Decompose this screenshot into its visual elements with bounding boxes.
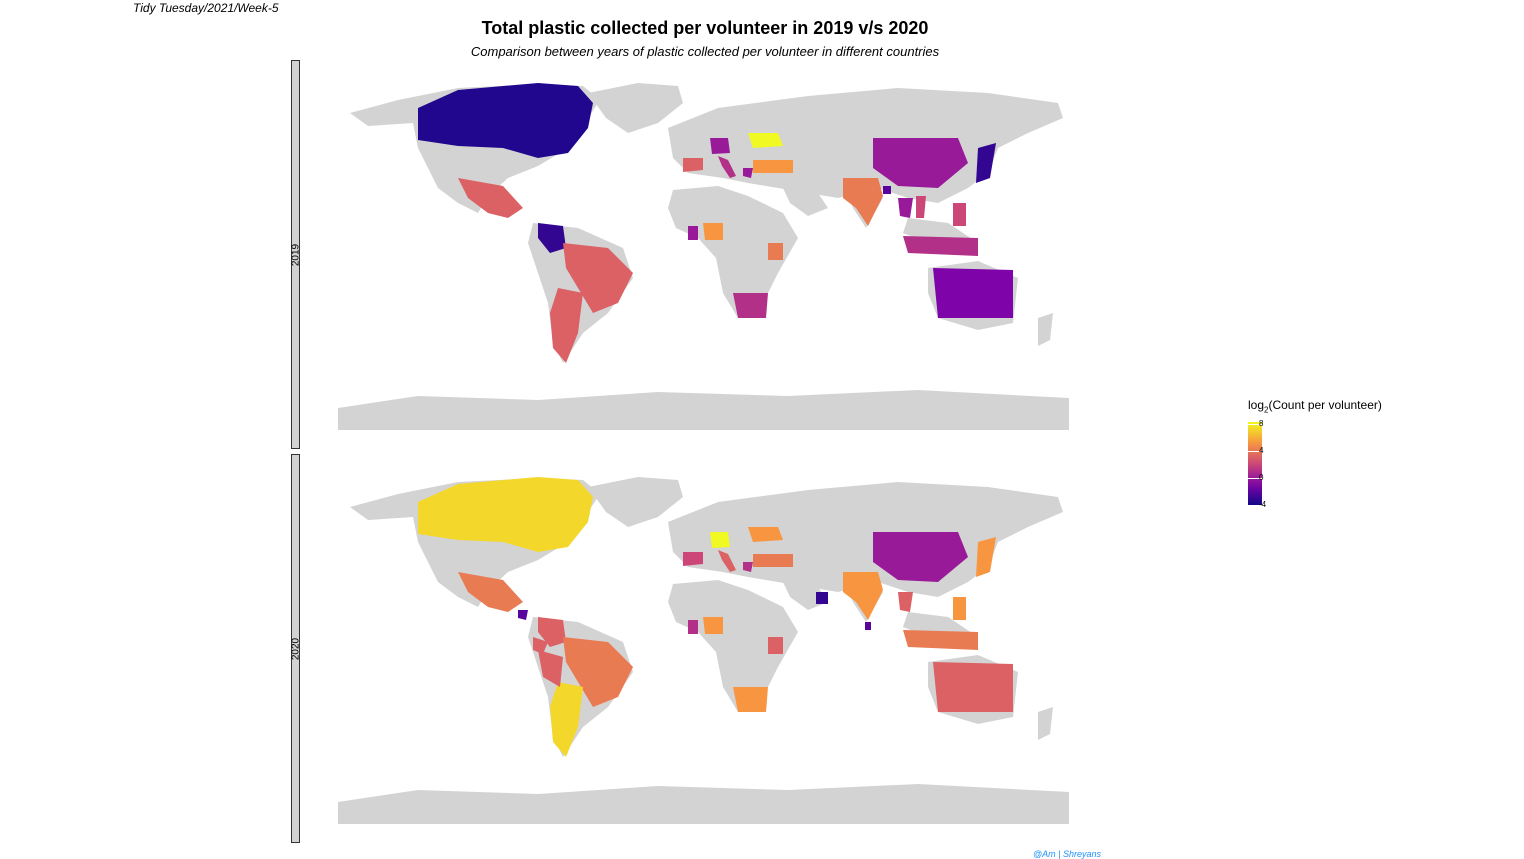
- country-philippines-2020: [953, 597, 966, 620]
- facet-strip-2020: 2020: [290, 454, 301, 843]
- credit-label: @Am | Shreyans: [1033, 849, 1101, 859]
- country-mexico-2020: [458, 572, 523, 612]
- land-mass-3: [668, 482, 1063, 597]
- land-mass-10: [338, 784, 1069, 824]
- land-mass-1: [588, 83, 683, 133]
- country-philippines-2019: [953, 203, 966, 226]
- country-peru-2020: [538, 650, 563, 687]
- country-sri-lanka-2020: [865, 622, 871, 630]
- country-brazil-2020: [563, 637, 633, 707]
- country-italy-2020: [718, 550, 736, 572]
- country-ghana-2020: [688, 620, 698, 634]
- country-italy-2019: [718, 156, 736, 178]
- land-mass-10: [338, 390, 1069, 430]
- country-oman-2020: [816, 592, 828, 604]
- legend-tick-label-8: 8: [1259, 419, 1264, 428]
- country-china-2020: [873, 532, 968, 582]
- country-india-2019: [843, 178, 883, 226]
- country-nigeria-2020: [703, 617, 723, 634]
- chart-subtitle: Comparison between years of plastic coll…: [470, 44, 940, 59]
- country-south-africa-2019: [733, 293, 768, 318]
- country-ukraine-2019: [748, 133, 783, 148]
- legend-tick-label-4: 4: [1259, 446, 1264, 455]
- country-australia-2020: [933, 662, 1013, 712]
- legend-colorbar: [1248, 422, 1262, 506]
- land-mass-9: [1038, 313, 1053, 346]
- country-ghana-2019: [688, 226, 698, 240]
- country-australia-2019: [933, 268, 1013, 318]
- land-mass-3: [668, 88, 1063, 203]
- map-panel-2020: [338, 472, 1069, 824]
- country-argentina-2020: [550, 682, 583, 757]
- country-germany-2020: [710, 532, 730, 548]
- country-vietnam-2019: [916, 196, 926, 218]
- facet-label-2019: 2019: [290, 243, 301, 266]
- country-nicaragua-2020: [518, 610, 528, 620]
- country-india-2020: [843, 572, 883, 620]
- country-ecuador-2020: [533, 637, 548, 654]
- country-germany-2019: [710, 138, 730, 154]
- legend-tick-label-minus4: -4: [1259, 500, 1267, 509]
- world-map-2019: [338, 83, 1069, 430]
- land-mass-5: [783, 188, 828, 216]
- land-mass-9: [1038, 707, 1053, 740]
- chart-title: Total plastic collected per volunteer in…: [481, 18, 929, 38]
- country-turkey-2019: [753, 160, 793, 173]
- country-canada-2019: [418, 83, 593, 158]
- country-china-2019: [873, 138, 968, 188]
- world-map-2020: [338, 477, 1069, 824]
- country-kenya-2019: [768, 243, 783, 260]
- facet-strip-2019: 2019: [290, 60, 301, 449]
- country-canada-2020: [418, 477, 593, 552]
- country-ukraine-2020: [748, 527, 783, 542]
- country-greece-2020: [743, 562, 753, 572]
- country-argentina-2019: [550, 288, 583, 363]
- country-brazil-2019: [563, 243, 633, 313]
- country-spain-2020: [683, 552, 703, 566]
- legend-title: log2(Count per volunteer): [1248, 398, 1382, 415]
- country-kenya-2020: [768, 637, 783, 654]
- country-colombia-2019: [538, 223, 566, 253]
- land-mass-1: [588, 477, 683, 527]
- color-legend: log2(Count per volunteer) 8 4 0 -4: [1248, 398, 1408, 513]
- country-thailand-2020: [898, 592, 913, 612]
- country-greece-2019: [743, 168, 753, 178]
- country-nigeria-2019: [703, 223, 723, 240]
- country-thailand-2019: [898, 198, 913, 218]
- country-japan-2019: [976, 143, 996, 183]
- legend-tick-label-0: 0: [1259, 473, 1264, 482]
- country-south-africa-2020: [733, 687, 768, 712]
- country-colombia-2020: [538, 617, 566, 647]
- facet-label-2020: 2020: [290, 637, 301, 660]
- land-mass-4: [668, 186, 798, 318]
- country-turkey-2020: [753, 554, 793, 567]
- country-indonesia-2019: [903, 236, 978, 256]
- country-mexico-2019: [458, 178, 523, 218]
- country-bangladesh-2019: [883, 186, 891, 194]
- country-japan-2020: [976, 537, 996, 577]
- land-mass-4: [668, 580, 798, 712]
- tag-label: Tidy Tuesday/2021/Week-5: [133, 1, 279, 15]
- country-indonesia-2020: [903, 630, 978, 650]
- map-panel-2019: [338, 78, 1069, 430]
- country-spain-2019: [683, 158, 703, 172]
